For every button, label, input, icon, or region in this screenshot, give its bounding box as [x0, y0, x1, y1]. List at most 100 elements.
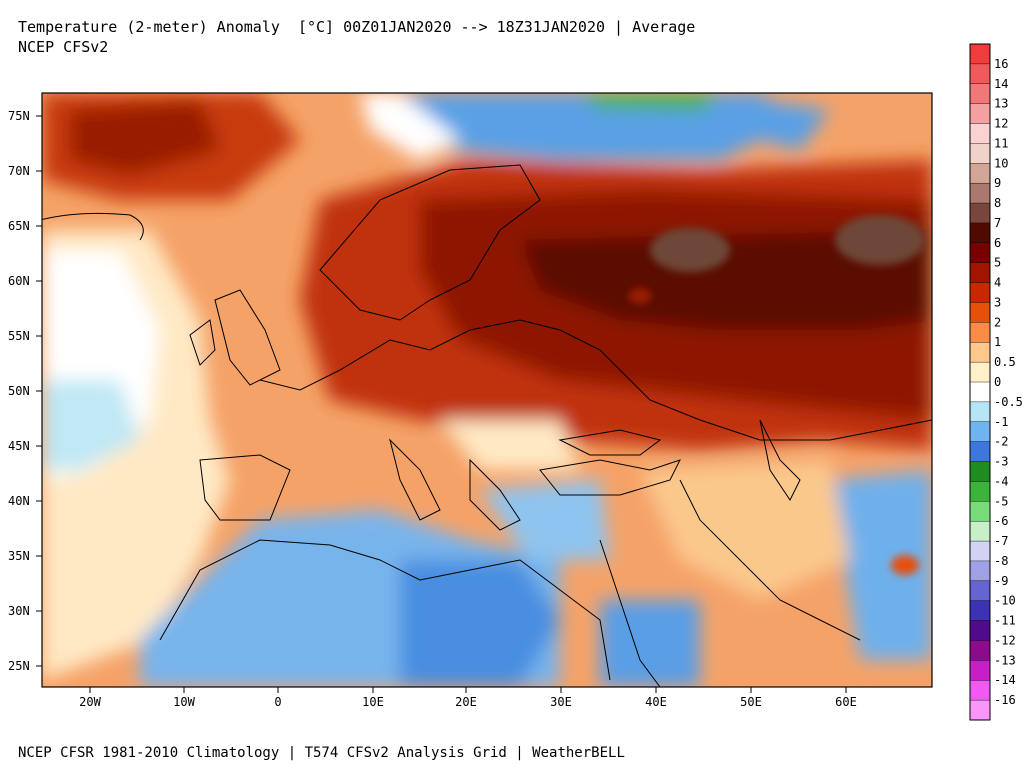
greenland-coast — [42, 212, 144, 241]
colorbar-label: -0.5 — [994, 395, 1023, 409]
colorbar-swatch — [969, 322, 991, 343]
ireland-coast — [189, 319, 216, 366]
colorbar-swatch — [969, 222, 991, 244]
lon-label: 0 — [274, 695, 281, 709]
colorbar-swatch — [969, 620, 991, 641]
lat-label: 55N — [8, 329, 30, 343]
colorbar-swatch — [969, 361, 991, 383]
lat-label: 25N — [8, 659, 30, 673]
arctic-neutral-edge — [360, 93, 460, 160]
lat-label: 70N — [8, 164, 30, 178]
colorbar-label: 13 — [994, 97, 1008, 111]
colorbar-swatch — [969, 342, 991, 363]
lon-label: 10E — [362, 695, 384, 709]
colorbar-label: 11 — [994, 136, 1008, 150]
black-sea-coast — [558, 429, 662, 456]
colorbar-swatch — [969, 540, 991, 562]
colorbar-label: -14 — [994, 673, 1016, 687]
turkey-coast — [539, 459, 681, 496]
colorbar-swatch — [969, 103, 991, 125]
colorbar-label: 3 — [994, 295, 1001, 309]
lon-label: 20E — [455, 695, 477, 709]
middle-east-warm — [640, 460, 850, 600]
colorbar-label: 1 — [994, 335, 1001, 349]
lat-label: 35N — [8, 549, 30, 563]
arctic-green-patch — [580, 93, 720, 110]
lat-label: 45N — [8, 439, 30, 453]
warm-cell-c — [628, 288, 652, 304]
colorbar-label: -13 — [994, 653, 1016, 667]
colorbar-swatch — [969, 580, 991, 602]
colorbar-swatch — [969, 282, 991, 303]
lon-label: 40E — [645, 695, 667, 709]
colorbar-label: 7 — [994, 216, 1001, 230]
colorbar-swatch — [969, 461, 991, 482]
lon-label: 50E — [740, 695, 762, 709]
colorbar-label: -7 — [994, 534, 1008, 548]
colorbar-label: -2 — [994, 435, 1008, 449]
colorbar-label: -4 — [994, 474, 1008, 488]
mid-atlantic-cool-patch — [42, 380, 140, 470]
britain-coast — [214, 289, 281, 386]
persian-gulf-coast — [679, 479, 861, 641]
colorbar-frame — [969, 43, 991, 721]
colorbar-swatch — [969, 242, 991, 264]
footer-credit: NCEP CFSR 1981-2010 Climatology | T574 C… — [18, 745, 625, 761]
lat-label: 50N — [8, 384, 30, 398]
colorbar-label: -16 — [994, 693, 1016, 707]
lon-label: 20W — [79, 695, 101, 709]
lat-label: 60N — [8, 274, 30, 288]
colorbar-swatch — [969, 63, 991, 85]
colorbar-swatch — [969, 83, 991, 105]
colorbar-label: 5 — [994, 256, 1001, 270]
lat-label: 40N — [8, 494, 30, 508]
colorbar-label: 0.5 — [994, 355, 1016, 369]
colorbar: 16 14 13 12 11 10 9 8 7 6 5 4 3 2 1 0.5 0 -0.5 -1 -2 -3 -4 -5 -… — [969, 43, 1023, 721]
colorbar-label: 4 — [994, 276, 1001, 290]
red-sea-coast — [599, 539, 661, 687]
colorbar-swatch — [969, 143, 991, 164]
colorbar-swatch — [969, 421, 991, 443]
colorbar-swatch — [969, 600, 991, 622]
colorbar-label: 6 — [994, 236, 1001, 250]
lat-label: 65N — [8, 219, 30, 233]
lat-label: 30N — [8, 604, 30, 618]
colorbar-swatch — [969, 123, 991, 144]
greece-coast — [469, 458, 521, 531]
extreme-cell-a — [650, 228, 730, 272]
colorbar-label: -3 — [994, 455, 1008, 469]
colorbar-swatch — [969, 501, 991, 522]
colorbar-label: -10 — [994, 594, 1016, 608]
caspian-coast — [759, 419, 801, 501]
north-africa-coast — [159, 539, 611, 681]
colorbar-swatch — [969, 401, 991, 423]
colorbar-label: -1 — [994, 415, 1008, 429]
balkans-neutral — [440, 420, 580, 470]
colorbar-swatch — [969, 381, 991, 403]
colorbar-swatch — [969, 163, 991, 184]
north-europe-coast — [259, 319, 932, 441]
lon-label: 10W — [173, 695, 195, 709]
colorbar-label: 2 — [994, 315, 1001, 329]
colorbar-swatch — [969, 302, 991, 323]
novaya-zemlya-cold — [760, 100, 830, 150]
colorbar-label: -11 — [994, 614, 1016, 628]
extreme-cell-b — [835, 215, 925, 265]
chart-title: Temperature (2-meter) Anomaly [°C] 00Z01… — [18, 18, 696, 36]
aegean-cold — [480, 480, 610, 560]
warm-cell-d — [891, 555, 919, 575]
colorbar-swatch — [969, 560, 991, 582]
lon-label: 30E — [550, 695, 572, 709]
colorbar-label: -12 — [994, 633, 1016, 647]
italy-coast — [389, 438, 441, 521]
colorbar-label: 16 — [994, 57, 1008, 71]
colorbar-swatch — [969, 660, 991, 681]
colorbar-swatch — [969, 520, 991, 542]
arabia-cold — [600, 600, 700, 687]
lat-label: 75N — [8, 109, 30, 123]
anomaly-field — [42, 93, 932, 687]
lat-axis: 75N 70N 65N 60N 55N 50N 45N 40N 35N 30N … — [8, 109, 42, 673]
colorbar-swatch — [969, 441, 991, 463]
russia-extreme-core — [520, 230, 932, 330]
